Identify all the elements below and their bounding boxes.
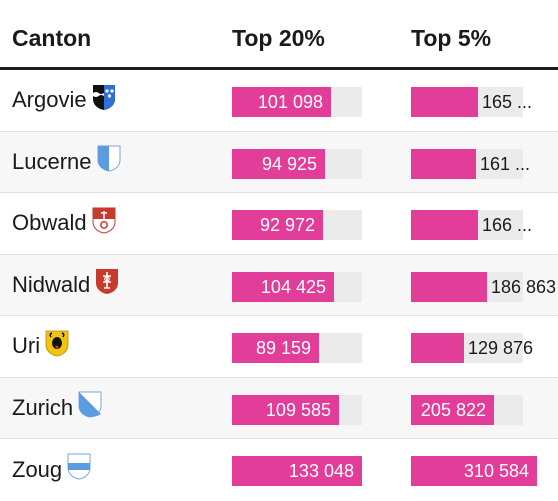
argovie-crest-icon <box>92 84 116 117</box>
canton-cell: Nidwald <box>12 255 119 316</box>
canton-name: Nidwald <box>12 271 91 297</box>
canton-cell: Obwald <box>12 193 116 254</box>
top20-bar-fill <box>232 271 334 302</box>
top20-bar-fill <box>232 210 323 240</box>
top20-bar-fill <box>232 394 339 425</box>
canton-cell: Argovie <box>12 70 116 131</box>
top5-value: 166 ... <box>482 215 533 235</box>
column-header-canton[interactable]: Canton <box>12 25 92 51</box>
canton-cell: Zurich <box>12 378 102 439</box>
table-row: Uri 89 159 129 876 <box>0 316 558 378</box>
top20-bar: 104 425 <box>232 271 362 302</box>
top20-bar: 92 972 <box>232 210 362 240</box>
canton-cell: Zoug <box>12 439 91 501</box>
top20-value: 94 925 <box>261 153 317 174</box>
top5-value: 310 584 <box>463 461 529 481</box>
table-row: Zoug 133 048 310 584 <box>0 439 558 501</box>
top5-bar-fill <box>411 271 487 302</box>
top5-bar: 129 876 <box>411 333 533 363</box>
zoug-crest-icon <box>67 453 91 486</box>
top20-value: 133 048 <box>288 461 354 481</box>
table-row: Lucerne 94 925 161 ... <box>0 131 558 193</box>
obwald-crest-icon <box>92 207 116 240</box>
uri-crest-icon <box>45 330 69 363</box>
table-row: Nidwald 104 425 186 863 <box>0 254 558 316</box>
top20-bar: 101 098 <box>232 87 362 117</box>
canton-name: Argovie <box>12 87 87 113</box>
canton-name: Obwald <box>12 210 87 236</box>
top5-value: 165 ... <box>482 92 533 112</box>
canton-name: Zoug <box>12 456 63 482</box>
canton-cell: Uri <box>12 316 69 377</box>
table-row: Zurich 109 585 205 822 <box>0 377 558 439</box>
top5-bar: 186 863 <box>411 271 556 302</box>
top5-bar-fill <box>411 210 478 240</box>
top20-bar-fill <box>232 148 325 179</box>
top5-bar-fill <box>411 148 476 179</box>
table-header: Canton Top 20% Top 5% <box>0 0 558 70</box>
top20-bar: 89 159 <box>232 333 362 363</box>
top20-value: 109 585 <box>265 399 331 420</box>
top5-bar-fill <box>411 87 478 117</box>
table-row: Argovie 101 098 165 ... <box>0 70 558 132</box>
top5-bar-fill <box>411 456 537 486</box>
top20-value: 89 159 <box>255 338 311 358</box>
top5-bar: 161 ... <box>411 148 530 179</box>
table-body: Argovie 101 098 165 ... Lucerne 94 925 161 ..… <box>0 70 558 501</box>
top5-bar: 166 ... <box>411 210 532 240</box>
column-header-top5[interactable]: Top 5% <box>411 25 492 51</box>
canton-name: Zurich <box>12 394 74 420</box>
canton-cell: Lucerne <box>12 132 121 193</box>
top20-value: 92 972 <box>259 215 315 235</box>
top5-bar-fill <box>411 333 464 363</box>
top5-value: 129 876 <box>468 338 534 358</box>
top5-value: 161 ... <box>480 153 531 174</box>
zurich-crest-icon <box>78 391 102 424</box>
top20-value: 101 098 <box>257 92 323 112</box>
table-row: Obwald 92 972 166 ... <box>0 193 558 255</box>
top20-bar-fill <box>232 456 362 486</box>
nidwald-crest-icon <box>95 268 119 301</box>
top20-bar: 109 585 <box>232 394 362 425</box>
top20-bar: 133 048 <box>232 456 362 486</box>
top5-bar: 205 822 <box>411 394 523 425</box>
top20-bar: 94 925 <box>232 148 362 179</box>
lucerne-crest-icon <box>97 145 121 178</box>
column-header-top20[interactable]: Top 20% <box>232 25 325 51</box>
top5-bar-fill <box>411 394 494 425</box>
top5-value: 205 822 <box>420 399 486 420</box>
canton-name: Lucerne <box>12 148 92 174</box>
top5-value: 186 863 <box>491 276 557 297</box>
top20-value: 104 425 <box>260 276 326 297</box>
top5-bar: 310 584 <box>411 456 537 486</box>
top20-bar-fill <box>232 87 331 117</box>
canton-name: Uri <box>12 333 41 359</box>
top5-bar: 165 ... <box>411 87 532 117</box>
top20-bar-fill <box>232 333 319 363</box>
